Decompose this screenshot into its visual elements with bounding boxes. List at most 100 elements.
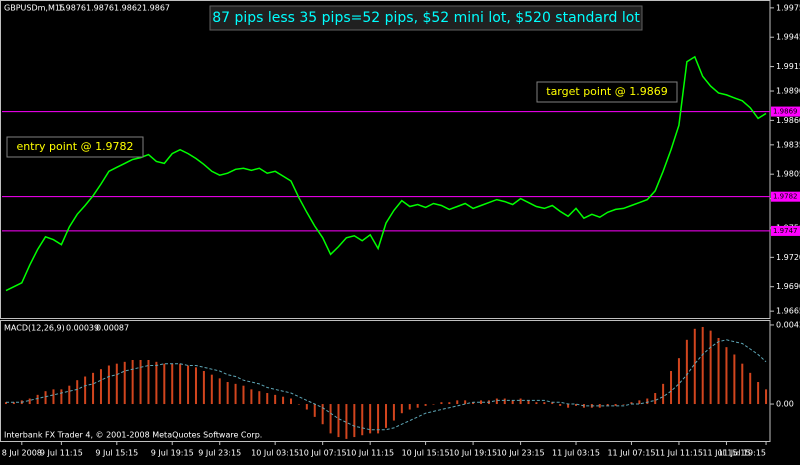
macd-bar [416, 404, 419, 408]
x-tick-label: 11 Jul 07:15 [607, 449, 655, 458]
level-label: 1.9869 [773, 108, 798, 116]
macd-bar [440, 402, 443, 405]
x-tick-label: 11 Jul 03:15 [552, 449, 600, 458]
macd-bar [68, 385, 71, 405]
macd-bar [44, 391, 47, 405]
signal-reading: 0.00087 [96, 324, 129, 333]
headline-box [209, 5, 643, 31]
macd-reading: 0.00039 [66, 324, 99, 333]
signal-line [6, 339, 767, 431]
macd-bar [575, 404, 578, 406]
target-box [536, 81, 678, 103]
macd-bar [606, 404, 609, 406]
macd-bar [12, 402, 15, 405]
quote-low: 1.9862 [114, 4, 142, 13]
x-tick-label: 11 Jul 15:15 [702, 449, 750, 458]
quote-open: 1.9876 [58, 4, 86, 13]
x-tick-label: 9 Jul 15:15 [95, 449, 138, 458]
x-tick-label: 10 Jul 23:15 [497, 449, 545, 458]
macd-bar [289, 398, 292, 405]
macd-bar [654, 393, 657, 405]
y-tick-label: 1.9805 [776, 170, 800, 179]
entry-box [6, 136, 144, 158]
macd-bar [472, 402, 475, 405]
macd-bar [52, 389, 55, 405]
macd-bar [202, 371, 205, 405]
x-tick-label: 10 Jul 11:15 [346, 449, 394, 458]
macd-bar [297, 404, 300, 405]
macd-bar [725, 347, 728, 405]
price-panel-frame [0, 0, 771, 319]
macd-bar [242, 385, 245, 405]
macd-bar [757, 382, 760, 405]
macd-bar [598, 404, 601, 408]
macd-bar [622, 404, 625, 405]
macd-bar [693, 328, 696, 405]
macd-bar [147, 360, 150, 405]
macd-bar [76, 380, 79, 405]
macd-bar [321, 404, 324, 425]
macd-bar [408, 404, 411, 410]
macd-bar [543, 402, 546, 405]
macd-bar [250, 389, 253, 405]
macd-bar [567, 404, 570, 408]
macd-bar [155, 361, 158, 405]
level-tag [771, 106, 800, 117]
macd-bar [337, 404, 340, 438]
macd-bar [646, 398, 649, 405]
x-tick-label: 8 Jul 2008 [2, 449, 42, 458]
price-plot [2, 55, 770, 292]
x-tick-label: 9 Jul 23:15 [198, 449, 241, 458]
macd-bar [480, 400, 483, 405]
x-tick-label: 10 Jul 03:15 [251, 449, 299, 458]
macd-bar [210, 374, 213, 405]
macd-bar [36, 394, 39, 405]
y-tick-label: 1.9975 [776, 3, 800, 12]
y-tick-label: 0.00 [776, 400, 794, 409]
macd-bar [638, 400, 641, 405]
macd-bar [701, 326, 704, 405]
macd-bar [107, 365, 110, 405]
macd-label: MACD(12,26,9) [4, 324, 65, 333]
target-annotation: target point @ 1.9869 [546, 85, 667, 98]
y-tick-label: 1.9945 [776, 33, 800, 42]
macd-bar [60, 389, 63, 405]
macd-bar [226, 382, 229, 405]
x-tick-label: 10 Jul 19:15 [449, 449, 497, 458]
macd-bar [503, 398, 506, 405]
macd-bar [709, 330, 712, 405]
macd-bar [4, 402, 7, 405]
y-tick-label: 1.9835 [776, 140, 800, 149]
macd-bar [385, 404, 387, 428]
macd-bar [464, 400, 467, 405]
y-tick-label: 1.9690 [776, 282, 800, 291]
macd-bar [670, 371, 673, 405]
macd-bar [266, 393, 269, 405]
quote-close: 1.9867 [142, 4, 170, 13]
macd-bar [765, 389, 768, 405]
macd-bar [630, 402, 633, 405]
level-label: 1.9782 [773, 193, 798, 201]
macd-bar [115, 363, 118, 405]
x-tick-label: 9 Jul 11:15 [40, 449, 83, 458]
level-tag [771, 225, 800, 236]
macd-bar [662, 383, 665, 405]
macd-plot [4, 326, 768, 439]
macd-bar [282, 396, 285, 405]
y-tick-label: 1.9860 [776, 116, 800, 125]
macd-bar [377, 404, 380, 434]
macd-bar [677, 358, 680, 405]
macd-bar [559, 404, 562, 406]
y-tick-label: 1.9915 [776, 62, 800, 71]
level-tag [771, 191, 800, 202]
y-tick-label: 0.00431 [776, 320, 800, 329]
macd-bar [84, 376, 87, 405]
macd-bar [432, 404, 435, 405]
macd-bar [274, 394, 277, 405]
macd-bar [733, 354, 736, 405]
macd-bar [749, 372, 752, 405]
x-tick-label: 9 Jul 19:15 [151, 449, 194, 458]
macd-bar [179, 363, 182, 405]
